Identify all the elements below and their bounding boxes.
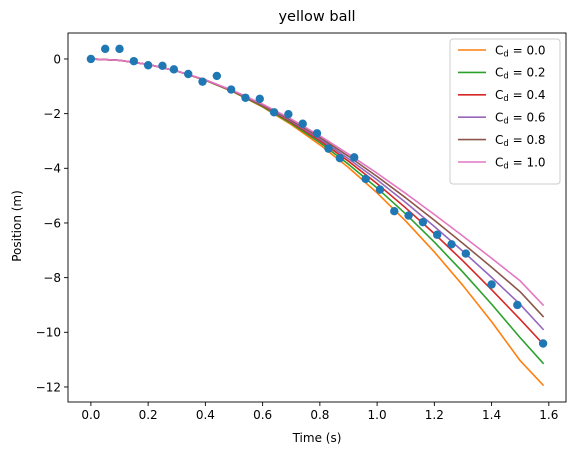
data-point bbox=[101, 44, 110, 54]
data-point bbox=[158, 61, 167, 70]
data-point bbox=[129, 56, 139, 66]
legend-value: = 0.2 bbox=[509, 66, 546, 80]
legend-value: = 1.0 bbox=[509, 155, 546, 169]
legend-subscript: d bbox=[503, 117, 508, 127]
legend-entry-5: Cd = 1.0 bbox=[495, 155, 546, 171]
legend-value: = 0.8 bbox=[509, 133, 546, 147]
legend-value: = 0.4 bbox=[509, 88, 546, 102]
legend-symbol: C bbox=[495, 66, 503, 80]
legend-entry-1: Cd = 0.2 bbox=[495, 66, 546, 82]
data-point bbox=[198, 77, 207, 86]
y-tick-label: 0 bbox=[53, 52, 61, 66]
data-point bbox=[284, 109, 293, 119]
data-point bbox=[418, 217, 428, 227]
legend-entry-3: Cd = 0.6 bbox=[495, 111, 546, 127]
y-tick-label: −4 bbox=[43, 162, 61, 176]
data-point bbox=[375, 185, 385, 194]
data-point bbox=[255, 94, 264, 104]
axes-frame bbox=[67, 32, 567, 403]
legend-subscript: d bbox=[503, 49, 508, 59]
data-point bbox=[324, 144, 333, 153]
data-point bbox=[538, 339, 548, 348]
data-point bbox=[404, 211, 413, 220]
data-point bbox=[390, 207, 399, 216]
legend-symbol: C bbox=[495, 155, 503, 169]
legend-symbol: C bbox=[495, 133, 503, 147]
data-point bbox=[335, 153, 345, 163]
legend-subscript: d bbox=[503, 72, 508, 82]
legend-entry-0: Cd = 0.0 bbox=[495, 43, 546, 59]
legend-symbol: C bbox=[495, 43, 503, 57]
x-tick-label: 0.8 bbox=[310, 408, 329, 422]
legend: Cd = 0.0Cd = 0.2Cd = 0.4Cd = 0.6Cd = 0.8… bbox=[449, 38, 561, 185]
x-tick-label: 1.2 bbox=[425, 408, 444, 422]
data-point bbox=[184, 69, 193, 79]
data-point bbox=[361, 174, 370, 184]
data-point bbox=[350, 153, 359, 162]
chart-title: yellow ball bbox=[278, 9, 355, 25]
x-tick-label: 1.0 bbox=[368, 408, 387, 422]
data-point bbox=[241, 93, 250, 102]
y-tick-label: −8 bbox=[43, 271, 61, 285]
legend-symbol: C bbox=[495, 111, 503, 125]
series-lines bbox=[90, 58, 545, 387]
legend-box bbox=[449, 38, 561, 185]
data-point bbox=[447, 240, 456, 249]
legend-entry-4: Cd = 0.8 bbox=[495, 133, 546, 149]
data-point bbox=[298, 119, 307, 128]
data-point bbox=[513, 300, 522, 310]
x-tick-label: 0.6 bbox=[253, 408, 272, 422]
data-point bbox=[461, 249, 471, 258]
data-point bbox=[212, 71, 222, 81]
x-tick-label: 1.4 bbox=[482, 408, 501, 422]
legend-value: = 0.6 bbox=[509, 111, 546, 125]
data-point bbox=[115, 44, 124, 54]
legend-subscript: d bbox=[503, 161, 508, 171]
legend-entry-2: Cd = 0.4 bbox=[495, 88, 546, 104]
y-tick-label: −10 bbox=[36, 326, 61, 340]
x-axis-ticks: 0.0 0.2 0.4 0.6 0.8 1.0 1.2 1.4 1.6 bbox=[81, 402, 558, 422]
legend-subscript: d bbox=[503, 94, 508, 104]
data-point bbox=[487, 280, 496, 289]
legend-value: = 0.0 bbox=[509, 43, 546, 57]
data-point bbox=[86, 54, 96, 64]
data-point bbox=[433, 230, 442, 239]
y-tick-label: −12 bbox=[36, 380, 61, 394]
x-tick-label: 0.2 bbox=[139, 408, 158, 422]
y-tick-label: −6 bbox=[43, 216, 61, 230]
data-point bbox=[269, 108, 279, 117]
y-tick-label: −2 bbox=[43, 107, 61, 121]
y-axis-ticks: 0 −2 −4 −6 −8 −10 −12 bbox=[36, 52, 68, 394]
data-point bbox=[169, 65, 179, 74]
legend-symbol: C bbox=[495, 88, 503, 102]
data-point bbox=[226, 85, 236, 94]
x-tick-label: 0.0 bbox=[81, 408, 100, 422]
x-tick-label: 0.4 bbox=[196, 408, 215, 422]
y-axis-label: Position (m) bbox=[10, 190, 24, 262]
measured-points bbox=[86, 44, 548, 348]
x-tick-label: 1.6 bbox=[539, 408, 558, 422]
data-point bbox=[312, 129, 322, 138]
legend-subscript: d bbox=[503, 139, 508, 149]
x-axis-label: Time (s) bbox=[292, 431, 342, 445]
data-point bbox=[143, 61, 153, 70]
